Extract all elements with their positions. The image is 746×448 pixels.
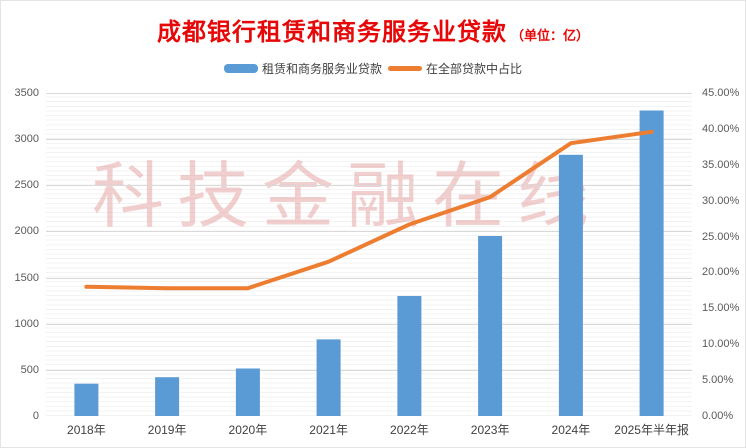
right-axis-tick-label: 20.00%	[702, 266, 740, 279]
x-axis: 2018年 2019年 2020年 2021年 2022年 2023年 2024年 2025年…	[46, 421, 692, 439]
bar	[478, 236, 503, 416]
right-axis-tick-label: 40.00%	[702, 122, 740, 135]
right-axis-tick-label: 0.00%	[702, 410, 734, 422]
x-axis-category-label: 2019年	[147, 423, 187, 437]
right-axis-tick-label: 35.00%	[702, 158, 740, 171]
legend-item-loans: 租赁和商务服务业贷款	[223, 60, 382, 77]
x-axis-category-label: 2025年半年报	[614, 423, 689, 437]
bar	[639, 110, 664, 416]
x-axis-category-label: 2018年	[67, 423, 106, 437]
chart-title-unit: （单位：亿）	[510, 28, 589, 43]
bar	[316, 339, 341, 416]
left-axis: 0 500 1000 1500 2000 2500 3000 3500	[1, 87, 41, 422]
bar	[397, 296, 422, 416]
bar-series-swatch-icon	[223, 64, 258, 73]
left-axis-tick-label: 2500	[14, 179, 39, 192]
bar	[558, 154, 583, 416]
right-axis-tick-label: 25.00%	[702, 230, 740, 243]
plot-area: 科技金融在线	[46, 93, 692, 416]
right-axis: 0.00% 5.00% 10.00% 15.00% 20.00% 25.00% 30.00%…	[698, 87, 745, 422]
x-axis-category-label: 2023年	[470, 423, 510, 437]
x-axis-category-label: 2020年	[228, 423, 268, 437]
chart-title: 成都银行租赁和商务服务业贷款 （单位：亿）	[1, 12, 745, 47]
right-axis-tick-label: 15.00%	[702, 302, 740, 315]
legend-label-ratio: 在全部贷款中占比	[426, 62, 523, 76]
left-axis-tick-label: 0	[32, 410, 39, 422]
chart-canvas	[46, 93, 692, 416]
x-axis-category-label: 2022年	[390, 423, 429, 437]
left-axis-tick-label: 3500	[14, 87, 39, 99]
legend-label-loans: 租赁和商务服务业贷款	[261, 62, 382, 76]
legend-item-ratio: 在全部贷款中占比	[388, 60, 522, 77]
right-axis-tick-label: 30.00%	[702, 194, 740, 207]
left-axis-tick-label: 1500	[14, 271, 39, 284]
bar	[235, 368, 260, 416]
right-axis-tick-label: 10.00%	[702, 338, 740, 351]
left-axis-tick-label: 3000	[14, 133, 39, 146]
bar	[155, 377, 180, 416]
right-axis-tick-label: 5.00%	[702, 374, 734, 387]
bar	[74, 383, 99, 416]
left-axis-tick-label: 500	[20, 363, 39, 376]
line-series-swatch-icon	[388, 66, 422, 71]
x-axis-category-label: 2021年	[309, 423, 348, 437]
right-axis-tick-label: 45.00%	[702, 87, 740, 99]
left-axis-tick-label: 2000	[14, 225, 39, 238]
ratio-line	[84, 129, 654, 291]
x-axis-category-label: 2024年	[551, 423, 591, 437]
chart-title-text: 成都银行租赁和商务服务业贷款	[156, 20, 507, 46]
left-axis-tick-label: 1000	[14, 317, 39, 330]
legend: 租赁和商务服务业贷款 在全部贷款中占比	[1, 60, 745, 77]
